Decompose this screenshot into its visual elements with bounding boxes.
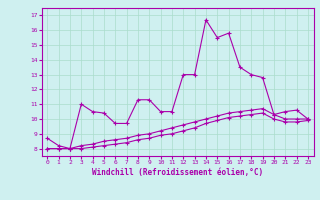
X-axis label: Windchill (Refroidissement éolien,°C): Windchill (Refroidissement éolien,°C): [92, 168, 263, 177]
